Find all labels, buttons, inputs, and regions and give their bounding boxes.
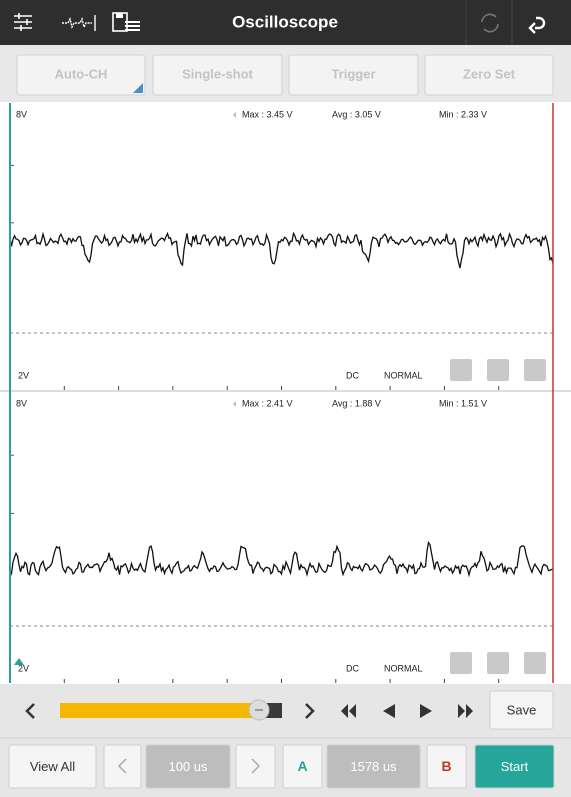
toolbar-button[interactable]: Single-shot <box>152 54 283 96</box>
step-back[interactable] <box>383 704 395 718</box>
cursor-b-button[interactable]: B <box>426 744 467 789</box>
scroll-right[interactable] <box>305 703 315 719</box>
button-label: Trigger <box>331 66 375 81</box>
save-button[interactable]: Save <box>489 690 554 730</box>
button-bg <box>103 744 142 789</box>
button-label: Zero Set <box>463 66 516 81</box>
save-list-icon[interactable] <box>112 12 140 32</box>
start-button[interactable]: Start <box>474 744 555 789</box>
max-value: Max : 3.45 V <box>242 109 293 119</box>
panel-bg <box>0 392 571 683</box>
button-bg <box>16 54 146 96</box>
cursor-icon[interactable] <box>62 15 96 31</box>
view-all-button[interactable]: View All <box>8 744 97 789</box>
refresh-icon[interactable] <box>481 13 499 33</box>
button-bg <box>235 744 276 789</box>
dropdown-corner <box>133 83 143 93</box>
vertical-button[interactable] <box>487 359 509 381</box>
waveform <box>9 231 554 269</box>
back-icon[interactable] <box>528 16 546 34</box>
expand-button[interactable] <box>524 652 546 674</box>
max-marker <box>233 401 236 407</box>
scale-max: 8V <box>16 398 27 408</box>
mode: NORMAL <box>384 370 423 380</box>
button-bg <box>426 744 467 789</box>
scale-min: 2V <box>18 370 29 380</box>
button-label: B <box>441 758 451 774</box>
expand-button[interactable] <box>524 359 546 381</box>
lock-button[interactable] <box>450 652 472 674</box>
panel-bg <box>0 103 571 390</box>
button-bg <box>282 744 323 789</box>
button-label: 100 us <box>168 759 208 774</box>
toolbar-button[interactable]: Auto-CH <box>16 54 146 96</box>
step-forward[interactable] <box>420 704 432 718</box>
lock-button[interactable] <box>450 359 472 381</box>
title: Oscilloscope <box>232 12 338 31</box>
time-increase[interactable] <box>235 744 276 789</box>
button-bg <box>152 54 283 96</box>
control-buttons: Save View All 100 us A 1578 us B Start <box>8 690 555 789</box>
chevron <box>117 758 127 774</box>
chevron <box>251 758 261 774</box>
toolbar-button[interactable]: Zero Set <box>424 54 554 96</box>
button-label: Save <box>507 702 537 717</box>
settings-icon[interactable] <box>14 13 32 31</box>
scroll-track[interactable] <box>60 703 282 718</box>
scroll-left[interactable] <box>25 703 35 719</box>
trigger-marker <box>14 658 24 665</box>
button-bg <box>8 744 97 789</box>
time-decrease[interactable] <box>103 744 142 789</box>
scale-max: 8V <box>16 109 27 119</box>
max-marker <box>233 112 236 118</box>
button-label: Auto-CH <box>55 66 108 81</box>
button-bg <box>474 744 555 789</box>
fast-rewind[interactable] <box>341 704 356 718</box>
button-bg <box>424 54 554 96</box>
toolbar-buttons: Auto-CH Single-shot Trigger Zero Set <box>16 54 554 96</box>
button-bg <box>288 54 419 96</box>
avg-value: Avg : 3.05 V <box>332 109 381 119</box>
button-label: 1578 us <box>350 759 397 774</box>
button-label: Single-shot <box>182 66 253 81</box>
fast-forward[interactable] <box>458 704 473 718</box>
button-label: Start <box>501 759 529 774</box>
waveform <box>9 540 554 578</box>
panels: 8V Max : 3.45 V Avg : 3.05 V Min : 2.33 V 2V… <box>0 103 571 683</box>
cursor-a-button[interactable]: A <box>282 744 323 789</box>
button-label: A <box>297 758 307 774</box>
button-bg <box>326 744 421 789</box>
max-value: Max : 2.41 V <box>242 398 293 408</box>
button-bg <box>145 744 231 789</box>
min-value: Min : 2.33 V <box>439 109 487 119</box>
min-value: Min : 1.51 V <box>439 398 487 408</box>
coupling: DC <box>346 370 359 380</box>
vertical-button[interactable] <box>487 652 509 674</box>
button-label: View All <box>30 759 75 774</box>
avg-value: Avg : 1.88 V <box>332 398 381 408</box>
handle-grip <box>255 709 263 711</box>
button-bg <box>489 690 554 730</box>
time-div[interactable]: 100 us <box>145 744 231 789</box>
toolbar-button[interactable]: Trigger <box>288 54 419 96</box>
cursor-time[interactable]: 1578 us <box>326 744 421 789</box>
mode: NORMAL <box>384 663 423 673</box>
coupling: DC <box>346 663 359 673</box>
scale-min: 2V <box>18 663 29 673</box>
